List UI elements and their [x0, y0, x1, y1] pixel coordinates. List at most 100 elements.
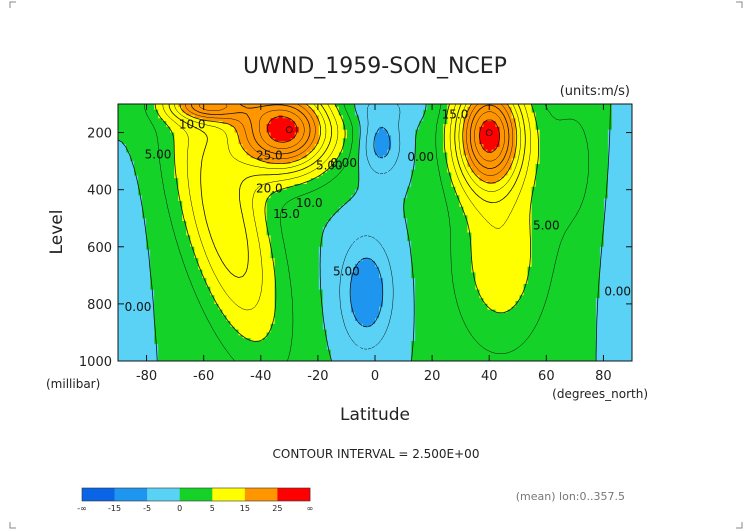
heatmap-cell	[575, 143, 581, 148]
heatmap-cell	[391, 115, 396, 119]
heatmap-cell	[459, 138, 464, 142]
heatmap-cell	[346, 155, 352, 159]
heatmap-cell	[346, 104, 352, 108]
heatmap-cell	[302, 138, 308, 142]
heatmap-cell	[379, 135, 384, 139]
heatmap-cell	[238, 143, 244, 148]
heatmap-cell	[451, 141, 456, 145]
heatmap-cell	[451, 155, 456, 159]
heatmap-cell	[595, 143, 601, 148]
heatmap-cell	[511, 158, 517, 162]
heatmap-cell	[186, 163, 191, 168]
heatmap-cell	[186, 135, 191, 139]
heatmap-cell	[234, 161, 240, 165]
heatmap-cell	[423, 138, 428, 142]
heatmap-cell	[483, 161, 489, 165]
heatmap-cell	[395, 121, 400, 125]
heatmap-cell	[627, 135, 632, 139]
heatmap-cell	[451, 158, 456, 162]
heatmap-cell	[318, 106, 324, 111]
heatmap-cell	[190, 163, 195, 168]
heatmap-cell	[226, 115, 232, 119]
heatmap-cell	[290, 152, 296, 156]
heatmap-cell	[499, 141, 505, 145]
heatmap-cell	[399, 161, 404, 165]
heatmap-cell	[603, 152, 609, 156]
heatmap-cell	[551, 104, 557, 108]
heatmap-cell	[543, 155, 549, 159]
heatmap-cell	[238, 118, 244, 122]
heatmap-cell	[302, 155, 308, 159]
heatmap-cell	[330, 138, 336, 142]
heatmap-cell	[527, 129, 533, 134]
heatmap-cell	[531, 163, 537, 168]
heatmap-cell	[511, 132, 517, 137]
heatmap-cell	[563, 143, 569, 148]
heatmap-cell	[342, 149, 348, 154]
heatmap-cell	[623, 149, 629, 154]
heatmap-cell	[202, 123, 207, 128]
heatmap-cell	[603, 138, 609, 142]
heatmap-cell	[623, 146, 629, 151]
heatmap-cell	[539, 132, 545, 137]
heatmap-cell	[515, 118, 521, 122]
heatmap-cell	[258, 109, 264, 114]
heatmap-cell	[415, 121, 420, 125]
heatmap-cell	[158, 135, 163, 139]
heatmap-cell	[330, 126, 336, 131]
heatmap-cell	[551, 115, 557, 119]
heatmap-cell	[395, 161, 400, 165]
heatmap-cell	[346, 163, 352, 168]
heatmap-cell	[431, 149, 436, 154]
heatmap-cell	[214, 123, 219, 128]
heatmap-cell	[254, 109, 260, 114]
heatmap-cell	[439, 109, 444, 114]
heatmap-cell	[282, 141, 288, 145]
heatmap-cell	[407, 118, 412, 122]
heatmap-cell	[262, 132, 268, 137]
heatmap-cell	[559, 104, 565, 108]
heatmap-cell	[214, 163, 219, 168]
heatmap-cell	[579, 118, 585, 122]
heatmap-cell	[475, 141, 481, 145]
heatmap-cell	[463, 118, 468, 122]
heatmap-cell	[238, 155, 244, 159]
heatmap-cell	[551, 152, 557, 156]
heatmap-cell	[379, 129, 384, 134]
heatmap-cell	[427, 129, 432, 134]
heatmap-cell	[503, 141, 509, 145]
heatmap-cell	[310, 146, 316, 151]
heatmap-cell	[627, 118, 632, 122]
heatmap-cell	[354, 118, 360, 122]
heatmap-cell	[318, 135, 324, 139]
heatmap-cell	[503, 132, 509, 137]
heatmap-cell	[358, 135, 364, 139]
heatmap-cell	[435, 158, 440, 162]
heatmap-cell	[294, 161, 300, 165]
heatmap-cell	[475, 158, 481, 162]
heatmap-cell	[455, 141, 460, 145]
heatmap-cell	[375, 126, 380, 131]
heatmap-cell	[134, 121, 139, 125]
heatmap-cell	[375, 138, 380, 142]
heatmap-cell	[575, 118, 581, 122]
heatmap-cell	[370, 138, 376, 142]
heatmap-cell	[587, 135, 593, 139]
heatmap-cell	[310, 126, 316, 131]
heatmap-cell	[122, 132, 127, 137]
heatmap-cell	[238, 126, 244, 131]
heatmap-cell	[194, 129, 199, 134]
heatmap-cell	[395, 115, 400, 119]
heatmap-cell	[142, 118, 147, 122]
heatmap-cell	[258, 146, 264, 151]
heatmap-cell	[354, 135, 360, 139]
heatmap-cell	[535, 123, 541, 128]
heatmap-cell	[266, 163, 272, 168]
heatmap-cell	[395, 126, 400, 131]
heatmap-cell	[202, 141, 207, 145]
heatmap-cell	[314, 135, 320, 139]
heatmap-cell	[162, 118, 167, 122]
heatmap-cell	[182, 132, 187, 137]
heatmap-cell	[583, 161, 589, 165]
heatmap-cell	[270, 118, 276, 122]
